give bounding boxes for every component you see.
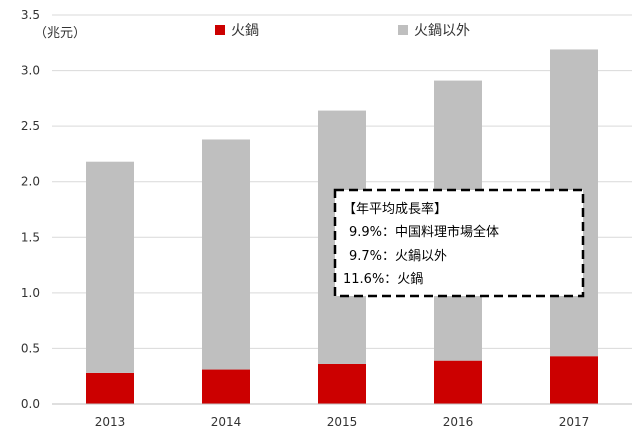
bar-segment-non-hotpot bbox=[86, 161, 134, 373]
legend: 火鍋 火鍋以外 bbox=[215, 23, 470, 39]
growth-rate-annotation: 【年平均成長率】 9.9%：中国料理市場全体 9.7%：火鍋以外 11.6%：火… bbox=[333, 188, 585, 298]
legend-label: 火鍋 bbox=[231, 23, 259, 39]
legend-label: 火鍋以外 bbox=[414, 23, 470, 39]
annotation-title: 【年平均成長率】 bbox=[343, 201, 447, 217]
bar-segment-hotpot bbox=[434, 360, 482, 404]
y-tick-label: 2.0 bbox=[21, 175, 40, 189]
annotation-box bbox=[333, 188, 585, 298]
bar-segment-non-hotpot bbox=[202, 139, 250, 370]
y-tick-label: 1.5 bbox=[21, 230, 40, 244]
annotation-line: 11.6%：火鍋 bbox=[343, 271, 423, 287]
y-tick-label: 0.5 bbox=[21, 341, 40, 355]
x-tick-label: 2016 bbox=[443, 415, 474, 429]
x-tick-label: 2013 bbox=[95, 415, 126, 429]
y-axis-label: （兆元） bbox=[34, 26, 86, 41]
y-tick-label: 0.0 bbox=[21, 397, 40, 411]
legend-swatch bbox=[215, 25, 225, 35]
y-tick-label: 3.0 bbox=[21, 64, 40, 78]
bar-segment-hotpot bbox=[86, 372, 134, 404]
bar-segment-hotpot bbox=[550, 356, 598, 404]
x-tick-label: 2017 bbox=[559, 415, 590, 429]
x-tick-label: 2015 bbox=[327, 415, 358, 429]
y-tick-label: 3.5 bbox=[21, 8, 40, 22]
x-tick-label: 2014 bbox=[211, 415, 242, 429]
axes: 0.0 0.5 1.0 1.5 2.0 2.5 3.0 3.5 2013 2014 2015 2016… bbox=[21, 8, 632, 429]
y-tick-label: 1.0 bbox=[21, 286, 40, 300]
annotation-line: 9.7%：火鍋以外 bbox=[349, 248, 447, 264]
y-tick-label: 2.5 bbox=[21, 119, 40, 133]
legend-swatch bbox=[398, 25, 408, 35]
annotation-line: 9.9%：中国料理市場全体 bbox=[349, 224, 499, 240]
bar-segment-hotpot bbox=[202, 369, 250, 404]
bar-segment-hotpot bbox=[318, 363, 366, 404]
